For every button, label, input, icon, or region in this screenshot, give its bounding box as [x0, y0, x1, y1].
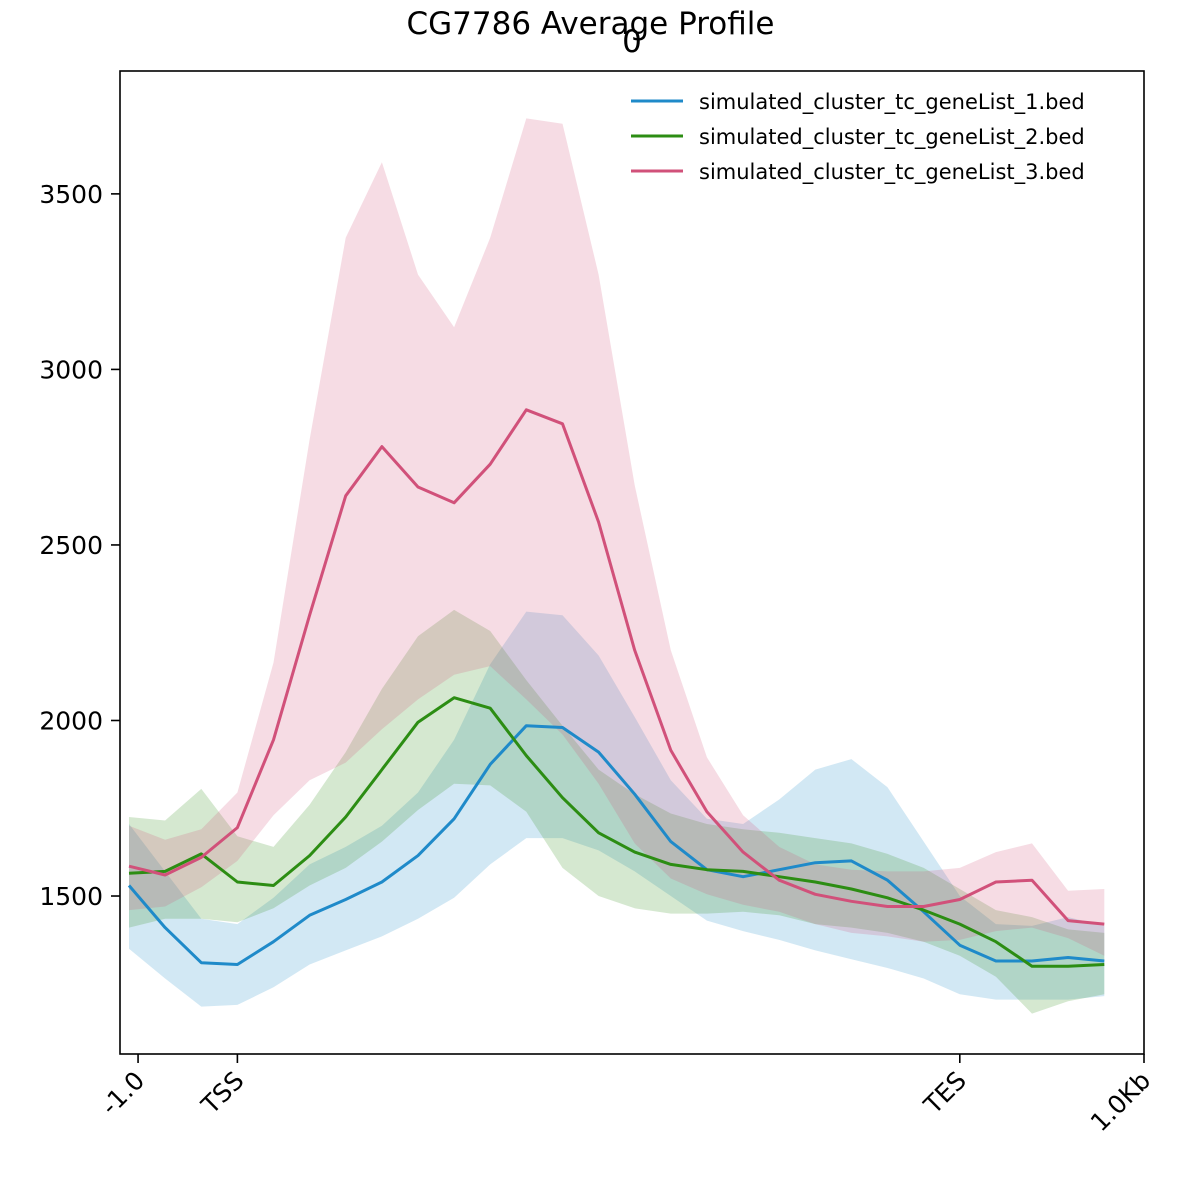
y-tick-label-3500: 3500: [39, 180, 103, 209]
axes-frame: [119, 70, 1145, 1055]
line-series-1: [127, 724, 1105, 966]
legend-label-series-3: simulated_cluster_tc_geneList_3.bed: [699, 160, 1085, 185]
legend-label-series-2: simulated_cluster_tc_geneList_2.bed: [699, 125, 1085, 150]
chart-title: CG7786 Average Profile: [406, 6, 775, 42]
line-series-3: [128, 408, 1105, 926]
series-lines: [127, 408, 1105, 968]
y-tick-label-2500: 2500: [39, 531, 103, 560]
x-tick-label-tss: TSS: [195, 1066, 249, 1120]
legend: simulated_cluster_tc_geneList_1.bedsimul…: [631, 90, 1085, 185]
y-tick-label-3000: 3000: [39, 355, 103, 384]
line-series-2: [128, 696, 1105, 968]
x-tick-label-1-0kb: 1.0Kb: [1085, 1066, 1156, 1137]
legend-label-series-1: simulated_cluster_tc_geneList_1.bed: [699, 90, 1085, 115]
y-tick-label-1500: 1500: [39, 882, 103, 911]
x-tick-label--1-0: -1.0: [95, 1066, 150, 1121]
band-series-3: [129, 118, 1105, 956]
x-tick-label-tes: TES: [918, 1066, 972, 1120]
y-tick-label-2000: 2000: [39, 706, 103, 735]
confidence-bands: [129, 118, 1105, 1014]
band-series-2: [129, 609, 1105, 1014]
subplot-label: 0: [622, 24, 642, 60]
band-series-1: [129, 611, 1105, 1007]
x-axis: -1.0 TSS TES 1.0Kb: [95, 1054, 1156, 1137]
y-axis: 1500 2000 2500 3000 3500: [39, 180, 120, 911]
